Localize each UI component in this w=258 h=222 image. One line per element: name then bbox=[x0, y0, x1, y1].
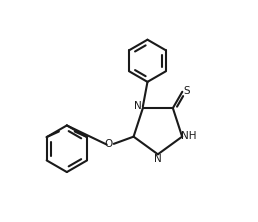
Text: O: O bbox=[104, 139, 112, 149]
Text: N: N bbox=[134, 101, 142, 111]
Text: N: N bbox=[155, 154, 162, 164]
Text: S: S bbox=[183, 86, 190, 96]
Text: NH: NH bbox=[181, 131, 197, 141]
